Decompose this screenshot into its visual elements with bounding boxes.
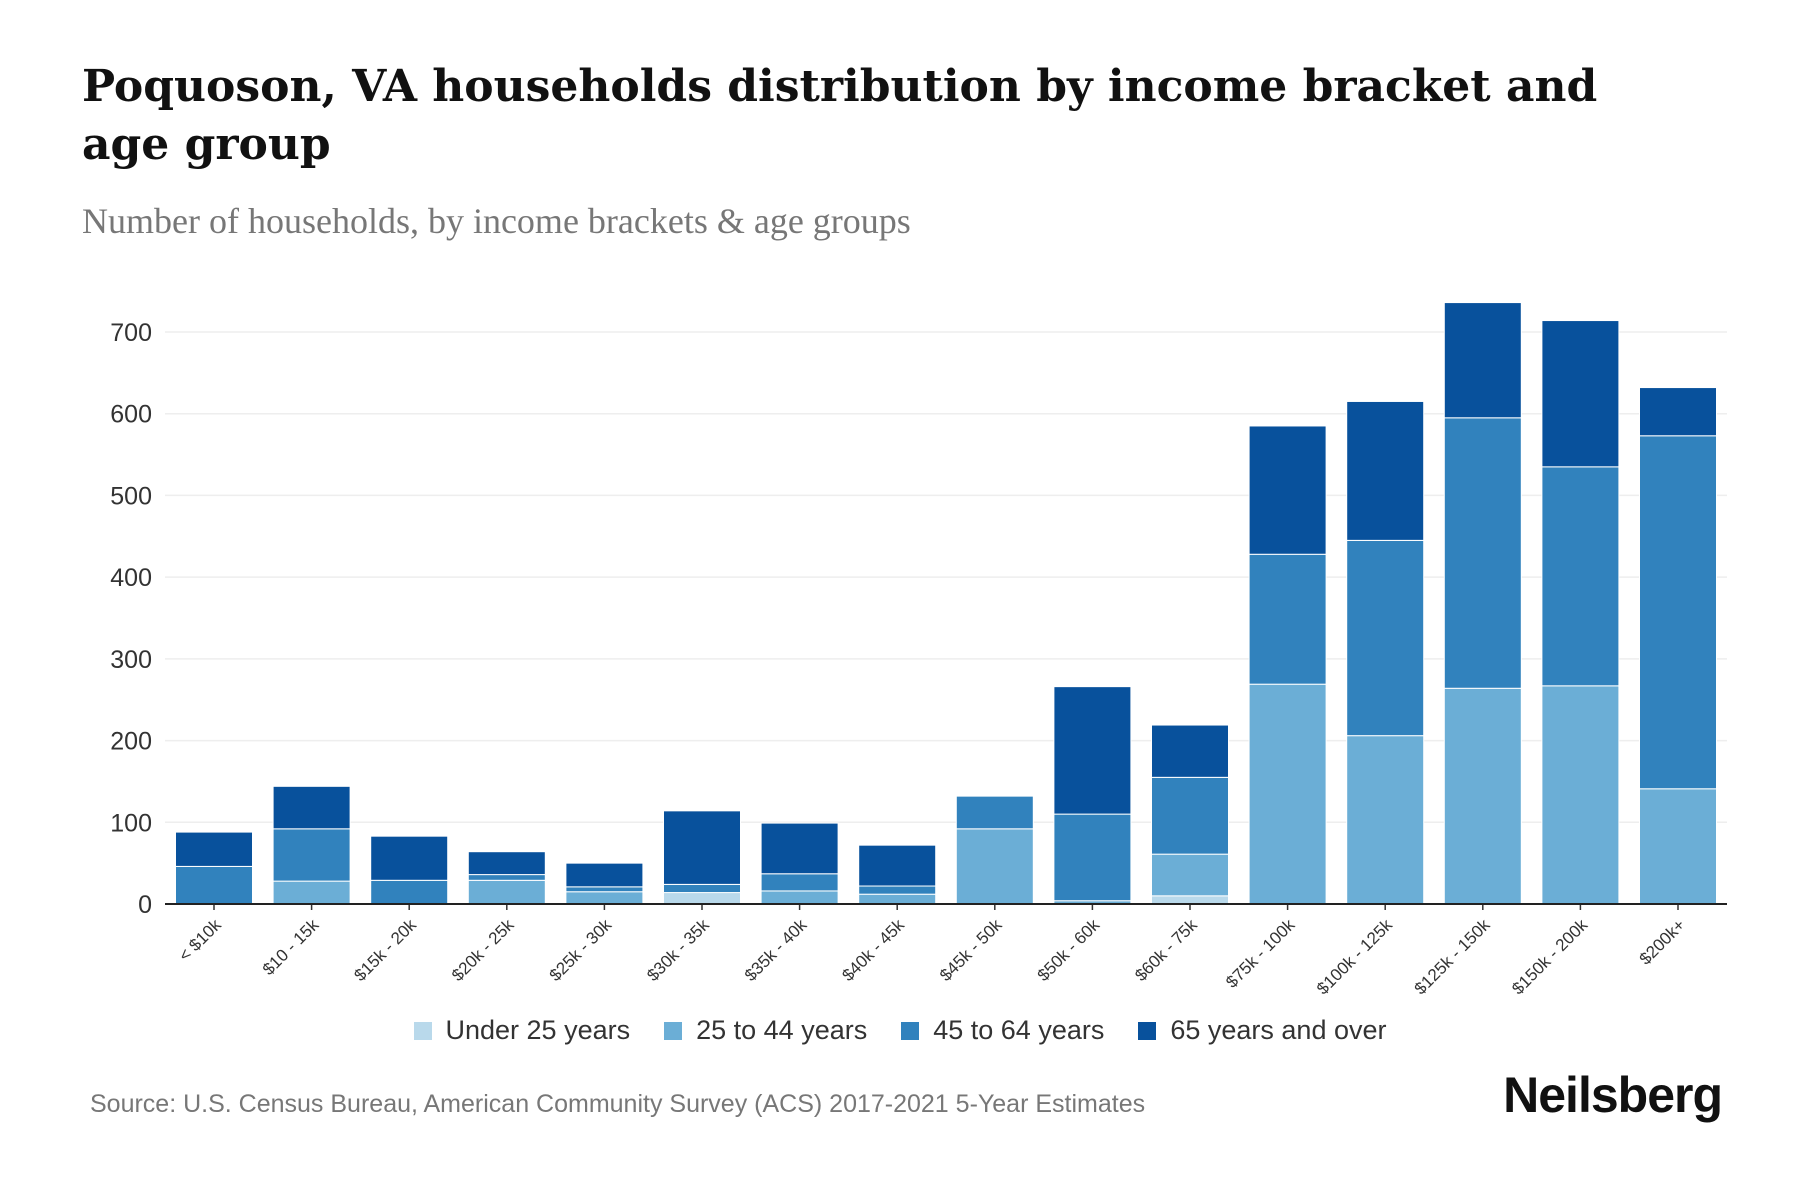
bar-segment	[1053, 813, 1132, 902]
bar-segment	[1151, 724, 1229, 778]
bar-segment	[1443, 302, 1522, 419]
x-tick-label: $50k - 60k	[1034, 915, 1104, 985]
bar-segment	[370, 879, 449, 905]
bar-segment	[663, 810, 741, 885]
bar-segment	[565, 886, 644, 893]
bar-segment	[1541, 466, 1620, 687]
y-tick-label: 200	[110, 728, 152, 756]
stacked-bar-chart: 0 100 200 300 400 500 600 700 < $10k $10 - 15k $15…	[110, 302, 1727, 998]
bar-segment	[955, 828, 1034, 905]
bar-segment	[1639, 387, 1717, 437]
bar-segment	[1639, 788, 1717, 905]
y-tick-label: 700	[110, 319, 152, 347]
y-tick-label: 400	[110, 564, 152, 592]
legend-label: 25 to 44 years	[696, 1015, 868, 1045]
y-tick-label: 100	[110, 809, 152, 837]
bar-segment	[1151, 895, 1229, 905]
y-tick-label: 600	[110, 401, 152, 429]
legend-swatch	[413, 1021, 432, 1040]
bar-segment	[955, 795, 1034, 830]
bar-segment	[1248, 683, 1327, 905]
bar-segment	[272, 880, 351, 905]
x-tick-label: $45k - 50k	[936, 915, 1006, 985]
bar-segment	[175, 865, 253, 905]
bar-segment	[663, 892, 741, 905]
legend-label: Under 25 years	[445, 1015, 631, 1045]
bar-segment	[858, 844, 937, 887]
legend-item: Under 25 years	[413, 1015, 631, 1046]
bar-segment	[467, 851, 546, 876]
bar-segment	[272, 785, 351, 830]
y-tick-label: 300	[110, 646, 152, 674]
y-tick-label: 500	[110, 482, 152, 510]
legend: Under 25 years 25 to 44 years 45 to 64 yea…	[0, 1015, 1800, 1046]
bar-segment	[858, 885, 937, 895]
bar-segment	[1151, 776, 1229, 855]
bar-segment	[760, 822, 839, 875]
legend-swatch	[664, 1021, 683, 1040]
bar-segment	[467, 879, 546, 905]
chart-title: Poquoson, VA households distribution by …	[82, 61, 1598, 170]
bar-segment	[760, 890, 839, 905]
bar-segment	[1443, 417, 1522, 689]
x-tick-label: $15k - 20k	[350, 915, 420, 985]
chart-subtitle: Number of households, by income brackets…	[82, 201, 911, 241]
x-tick-label: $125k - 150k	[1411, 915, 1494, 998]
bar-segment	[1443, 687, 1522, 905]
x-tick-label: $150k - 200k	[1508, 915, 1591, 998]
x-tick-label: $100k - 125k	[1313, 915, 1396, 998]
bar-segment	[1639, 435, 1717, 790]
bar-segment	[1248, 425, 1327, 555]
bar-segment	[272, 828, 351, 882]
source-note: Source: U.S. Census Bureau, American Com…	[90, 1090, 1146, 1118]
legend-item: 65 years and over	[1138, 1015, 1387, 1046]
x-tick-label: $35k - 40k	[741, 915, 811, 985]
legend-label: 45 to 64 years	[933, 1015, 1105, 1045]
bar-segment	[370, 835, 449, 881]
x-tick-label: $60k - 75k	[1131, 915, 1201, 985]
bar-segment	[1541, 685, 1620, 905]
legend-label: 65 years and over	[1170, 1015, 1387, 1045]
y-tick-label: 0	[138, 891, 152, 919]
x-tick-label: $25k - 30k	[546, 915, 616, 985]
legend-swatch	[1138, 1021, 1157, 1040]
x-tick-label: < $10k	[175, 915, 225, 965]
bar-segment	[760, 873, 839, 892]
bar-segment	[1248, 553, 1327, 685]
bar-segment	[565, 891, 644, 905]
x-tick-label: $10 - 15k	[259, 915, 323, 979]
bar-segment	[1541, 320, 1620, 468]
bar-segment	[1053, 686, 1132, 815]
bar-segment	[565, 862, 644, 888]
brand-logo: Neilsberg	[1503, 1067, 1723, 1123]
x-tick-label: $30k - 35k	[643, 915, 713, 985]
legend-item: 45 to 64 years	[901, 1015, 1104, 1046]
x-tick-label: $20k - 25k	[448, 915, 518, 985]
legend-swatch	[901, 1021, 920, 1040]
x-tick-label: $75k - 100k	[1222, 915, 1299, 992]
bar-segment	[663, 883, 741, 894]
bar-segment	[1346, 400, 1425, 541]
bar-segment	[1151, 853, 1229, 897]
x-tick-label: $40k - 45k	[838, 915, 908, 985]
bar-segment	[467, 874, 546, 881]
bar-segment	[1346, 539, 1425, 737]
bar-segment	[1346, 735, 1425, 905]
legend-item: 25 to 44 years	[664, 1015, 867, 1046]
bar-segment	[858, 893, 937, 905]
bar-segment	[175, 831, 253, 867]
x-tick-label: $200k+	[1636, 915, 1689, 968]
